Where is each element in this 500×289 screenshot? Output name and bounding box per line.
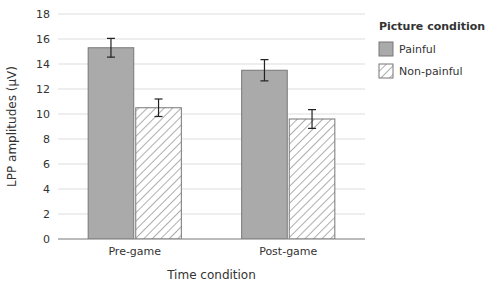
- bar: [136, 108, 182, 239]
- y-tick-label: 10: [36, 108, 50, 121]
- y-tick-label: 14: [36, 58, 50, 71]
- legend-label: Non-painful: [399, 65, 463, 78]
- grid-line: [58, 14, 365, 15]
- legend: Picture condition Painful Non-painful: [379, 20, 485, 78]
- y-tick-label: 2: [43, 208, 50, 221]
- grid: [58, 14, 365, 239]
- y-tick-label: 16: [36, 33, 50, 46]
- error-stem: [110, 38, 111, 57]
- bars: [88, 48, 335, 239]
- y-tick-label: 18: [36, 8, 50, 21]
- y-tick-label: 8: [43, 133, 50, 146]
- error-bar: [308, 110, 316, 129]
- error-cap: [107, 38, 115, 39]
- error-cap: [308, 109, 316, 110]
- error-cap: [155, 116, 163, 117]
- y-tick-label: 4: [43, 183, 50, 196]
- error-stem: [264, 60, 265, 81]
- bar: [242, 70, 288, 239]
- page: LPP amplitudes html, body { margin: 0; p…: [0, 0, 500, 289]
- x-tick-label: Post-game: [259, 245, 317, 258]
- error-cap: [155, 98, 163, 99]
- y-tick-label: 0: [43, 233, 50, 246]
- chart-svg: 0 2 4 6 8 10 12 14 16 18 Pre-game Post-gameTime con…: [0, 0, 500, 289]
- legend-label: Painful: [399, 43, 436, 56]
- error-cap: [107, 57, 115, 58]
- x-axis: Pre-game Post-game: [58, 239, 365, 258]
- x-tick-label: Pre-game: [108, 245, 161, 258]
- bar: [289, 119, 335, 239]
- error-stem: [311, 110, 312, 129]
- page-body: {"chart_data": {"type": "bar", "categori…: [0, 0, 500, 289]
- error-cap: [308, 128, 316, 129]
- y-tick-label: 12: [36, 83, 50, 96]
- error-bar: [155, 99, 163, 117]
- error-stem: [158, 99, 159, 117]
- y-tick-label: 6: [43, 158, 50, 171]
- error-cap: [260, 80, 268, 81]
- chart-container: 0 2 4 6 8 10 12 14 16 18 Pre-game Post-gameTime con…: [0, 0, 500, 289]
- legend-title: Picture condition: [379, 20, 485, 33]
- legend-swatch: [379, 42, 393, 56]
- error-bar: [260, 60, 268, 81]
- y-axis-title: LPP amplitudes (μV): [5, 66, 19, 187]
- error-bar: [107, 38, 115, 57]
- error-cap: [260, 59, 268, 60]
- legend-swatch: [379, 64, 393, 78]
- x-axis-title: Time condition: [166, 268, 256, 282]
- y-axis: 0 2 4 6 8 10 12 14 16 18: [36, 8, 50, 246]
- grid-line: [58, 39, 365, 40]
- error-bars: [107, 38, 316, 128]
- x-axis-line: [58, 239, 365, 240]
- grid-line: [58, 239, 365, 240]
- bar: [88, 48, 134, 239]
